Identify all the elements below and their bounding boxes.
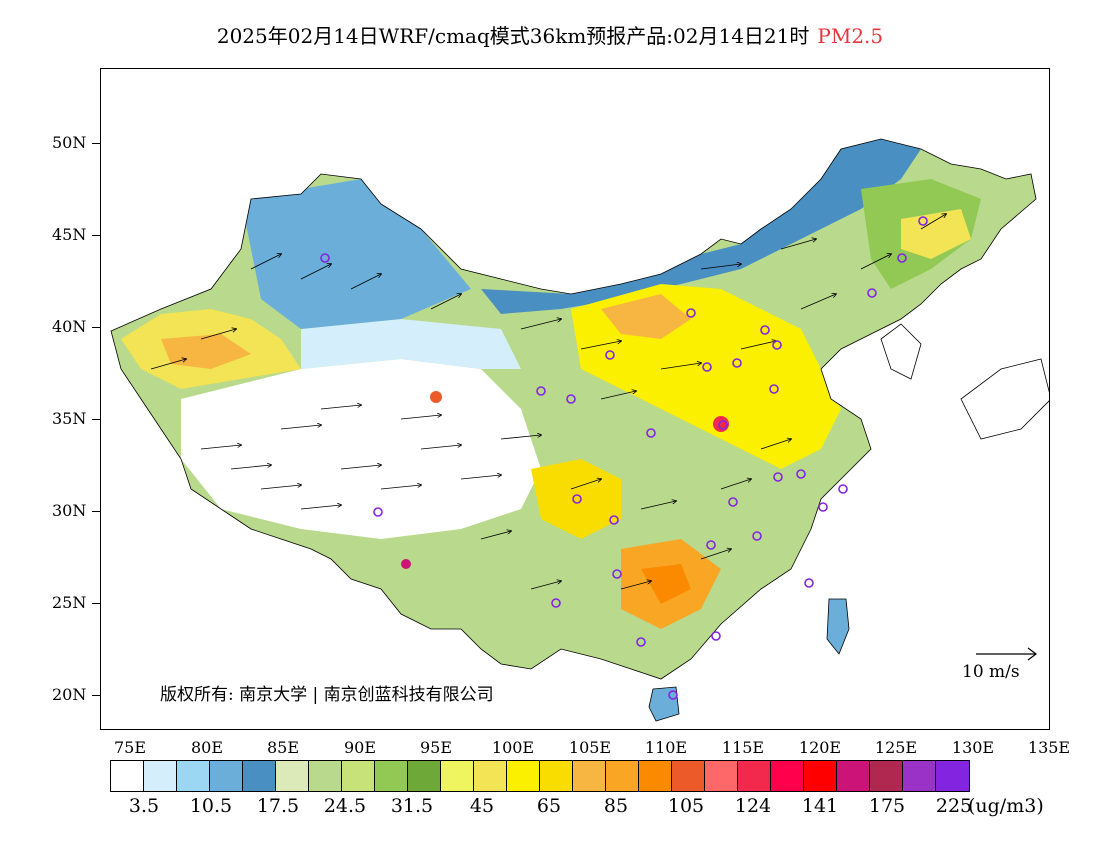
colorbar-unit: (ug/m3) bbox=[968, 795, 1044, 817]
colorbar bbox=[110, 760, 970, 792]
colorbar-swatch bbox=[804, 761, 837, 791]
colorbar-swatch bbox=[243, 761, 276, 791]
lon-label-95e: 95E bbox=[420, 738, 452, 757]
colorbar-label: 65 bbox=[537, 795, 561, 817]
lat-tick bbox=[92, 603, 100, 604]
colorbar-swatch bbox=[672, 761, 705, 791]
colorbar-swatch bbox=[474, 761, 507, 791]
colorbar-swatch bbox=[408, 761, 441, 791]
lon-label-105e: 105E bbox=[569, 738, 611, 757]
lon-label-90e: 90E bbox=[344, 738, 376, 757]
colorbar-swatch bbox=[177, 761, 210, 791]
colorbar-swatch bbox=[639, 761, 672, 791]
colorbar-swatch bbox=[837, 761, 870, 791]
copyright-text: 版权所有: 南京大学 | 南京创蓝科技有限公司 bbox=[160, 680, 494, 705]
lat-label-40n: 40N bbox=[52, 317, 86, 336]
colorbar-swatch bbox=[903, 761, 936, 791]
lat-label-25n: 25N bbox=[52, 593, 86, 612]
colorbar-swatch bbox=[606, 761, 639, 791]
lat-tick bbox=[92, 695, 100, 696]
colorbar-swatch bbox=[936, 761, 969, 791]
colorbar-label: 31.5 bbox=[391, 795, 433, 817]
lon-label-125e: 125E bbox=[875, 738, 917, 757]
lat-label-50n: 50N bbox=[52, 133, 86, 152]
colorbar-label: 10.5 bbox=[190, 795, 232, 817]
colorbar-swatch bbox=[507, 761, 540, 791]
lat-tick bbox=[92, 419, 100, 420]
lat-tick bbox=[92, 327, 100, 328]
lat-label-20n: 20N bbox=[52, 685, 86, 704]
colorbar-label: 45 bbox=[470, 795, 494, 817]
lon-label-135e: 135E bbox=[1028, 738, 1070, 757]
map-title-text: 2025年02月14日WRF/cmaq模式36km预报产品:02月14日21时 bbox=[217, 24, 810, 48]
colorbar-swatch bbox=[375, 761, 408, 791]
colorbar-swatch bbox=[276, 761, 309, 791]
colorbar-swatch bbox=[342, 761, 375, 791]
pm25-map bbox=[101, 69, 1050, 730]
lat-tick bbox=[92, 235, 100, 236]
lon-label-120e: 120E bbox=[799, 738, 841, 757]
lon-label-100e: 100E bbox=[492, 738, 534, 757]
lon-label-130e: 130E bbox=[952, 738, 994, 757]
map-frame bbox=[100, 68, 1050, 730]
colorbar-swatch bbox=[441, 761, 474, 791]
colorbar-swatch bbox=[573, 761, 606, 791]
pollutant-name: PM2.5 bbox=[817, 24, 883, 48]
lat-label-30n: 30N bbox=[52, 501, 86, 520]
colorbar-swatch bbox=[309, 761, 342, 791]
colorbar-label: 85 bbox=[604, 795, 628, 817]
colorbar-swatch bbox=[705, 761, 738, 791]
colorbar-swatch bbox=[540, 761, 573, 791]
lat-label-45n: 45N bbox=[52, 225, 86, 244]
colorbar-label: 17.5 bbox=[257, 795, 299, 817]
lon-label-115e: 115E bbox=[722, 738, 764, 757]
colorbar-label: 225 bbox=[936, 795, 972, 817]
colorbar-label: 124 bbox=[735, 795, 771, 817]
lat-tick bbox=[92, 143, 100, 144]
colorbar-swatch bbox=[111, 761, 144, 791]
lon-label-80e: 80E bbox=[191, 738, 223, 757]
lat-tick bbox=[92, 511, 100, 512]
colorbar-label: 175 bbox=[869, 795, 905, 817]
wind-scale-label: 10 m/s bbox=[962, 662, 1020, 682]
colorbar-swatch bbox=[771, 761, 804, 791]
colorbar-label: 141 bbox=[802, 795, 838, 817]
colorbar-label: 24.5 bbox=[324, 795, 366, 817]
lat-label-35n: 35N bbox=[52, 409, 86, 428]
wind-scale-arrow-icon bbox=[974, 644, 1044, 664]
colorbar-label: 105 bbox=[668, 795, 704, 817]
colorbar-label: 3.5 bbox=[129, 795, 159, 817]
colorbar-swatch bbox=[144, 761, 177, 791]
lon-label-85e: 85E bbox=[267, 738, 299, 757]
lon-label-110e: 110E bbox=[645, 738, 687, 757]
colorbar-swatch bbox=[870, 761, 903, 791]
colorbar-swatch bbox=[210, 761, 243, 791]
lon-label-75e: 75E bbox=[114, 738, 146, 757]
colorbar-swatch bbox=[738, 761, 771, 791]
map-title: 2025年02月14日WRF/cmaq模式36km预报产品:02月14日21时 P… bbox=[0, 20, 1100, 49]
